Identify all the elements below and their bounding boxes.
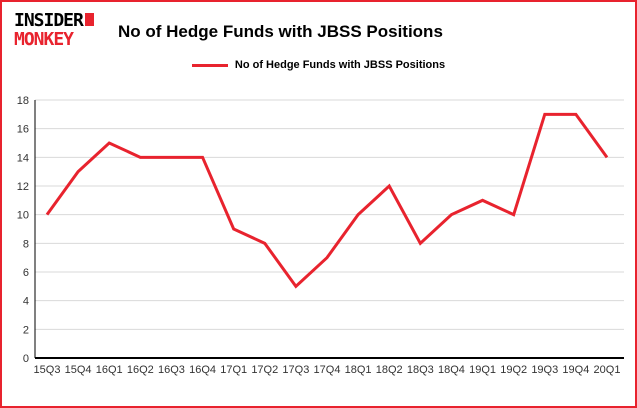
y-tick-label: 16 bbox=[17, 124, 29, 136]
x-tick-label: 19Q4 bbox=[562, 364, 589, 376]
x-tick-label: 17Q1 bbox=[220, 364, 247, 376]
logo-text-insider: INSIDER bbox=[14, 11, 94, 30]
x-tick-label: 16Q2 bbox=[127, 364, 154, 376]
x-tick-label: 18Q3 bbox=[407, 364, 434, 376]
y-tick-label: 12 bbox=[17, 181, 29, 193]
logo-cursor-block-icon bbox=[84, 13, 94, 26]
x-tick-label: 19Q2 bbox=[500, 364, 527, 376]
x-tick-label: 19Q3 bbox=[531, 364, 558, 376]
logo-text-monkey: MONKEY bbox=[14, 30, 94, 49]
y-tick-label: 4 bbox=[23, 296, 29, 308]
y-tick-label: 2 bbox=[23, 324, 29, 336]
insider-monkey-logo: INSIDER MONKEY bbox=[14, 11, 94, 50]
legend-line-swatch-icon bbox=[191, 63, 228, 67]
line-chart: 0 2 4 6 8 10 12 14 16 18 15Q3 15Q4 16Q1 16Q2 16Q3 16Q4 1… bbox=[17, 95, 624, 376]
x-tick-label: 16Q1 bbox=[96, 364, 123, 376]
x-tick-label: 17Q3 bbox=[282, 364, 309, 376]
x-tick-label: 15Q3 bbox=[34, 364, 61, 376]
legend-label: No of Hedge Funds with JBSS Positions bbox=[234, 59, 446, 71]
y-tick-label: 10 bbox=[17, 210, 29, 222]
y-tick-label: 8 bbox=[23, 238, 29, 250]
logo-word-insider: INSIDER bbox=[14, 10, 84, 31]
x-tick-label: 17Q2 bbox=[251, 364, 278, 376]
x-tick-label: 18Q1 bbox=[345, 364, 372, 376]
x-tick-label: 16Q4 bbox=[189, 364, 216, 376]
x-tick-label: 18Q4 bbox=[438, 364, 465, 376]
x-tick-label: 19Q1 bbox=[469, 364, 496, 376]
y-tick-label: 18 bbox=[17, 95, 29, 107]
y-tick-label: 0 bbox=[23, 353, 29, 365]
x-tick-label: 15Q4 bbox=[65, 364, 92, 376]
y-tick-label: 14 bbox=[17, 152, 29, 164]
x-tick-label: 20Q1 bbox=[594, 364, 621, 376]
x-tick-label: 16Q3 bbox=[158, 364, 185, 376]
chart-title: No of Hedge Funds with JBSS Positions bbox=[118, 22, 443, 41]
logo-word-monkey: MONKEY bbox=[14, 29, 74, 51]
x-tick-label: 17Q4 bbox=[314, 364, 341, 376]
series-line bbox=[45, 112, 609, 289]
legend: No of Hedge Funds with JBSS Positions bbox=[2, 59, 635, 71]
y-tick-label: 6 bbox=[23, 267, 29, 279]
x-tick-label: 18Q2 bbox=[376, 364, 403, 376]
